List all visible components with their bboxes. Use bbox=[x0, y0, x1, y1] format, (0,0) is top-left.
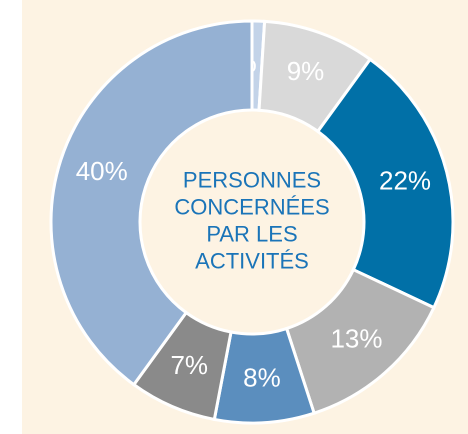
value-label: 8% bbox=[243, 363, 281, 393]
center-title: CONCERNÉES bbox=[174, 194, 329, 219]
center-title: PERSONNES bbox=[183, 167, 321, 192]
value-label: 40% bbox=[76, 156, 128, 186]
value-label: 7% bbox=[170, 350, 208, 380]
value-label: 9% bbox=[287, 56, 325, 86]
value-label: 13% bbox=[330, 323, 382, 353]
center-title: ACTIVITÉS bbox=[195, 248, 309, 273]
donut-slice bbox=[49, 19, 254, 387]
center-title: PAR LES bbox=[206, 221, 297, 246]
value-label: 22% bbox=[379, 166, 431, 196]
donut-slice bbox=[315, 57, 455, 310]
